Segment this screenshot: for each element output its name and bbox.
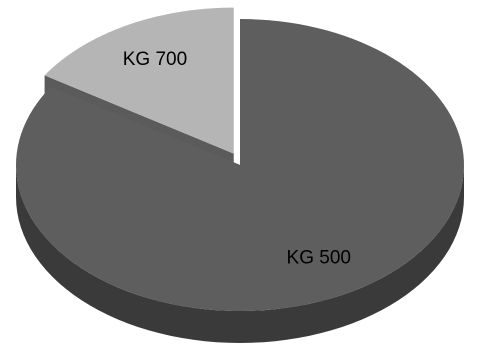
pie-slice <box>44 7 234 154</box>
slice-side <box>16 165 464 343</box>
pie-slice <box>16 19 464 311</box>
slice-label: KG 700 <box>123 49 187 70</box>
slice-label: KG 500 <box>287 247 351 268</box>
